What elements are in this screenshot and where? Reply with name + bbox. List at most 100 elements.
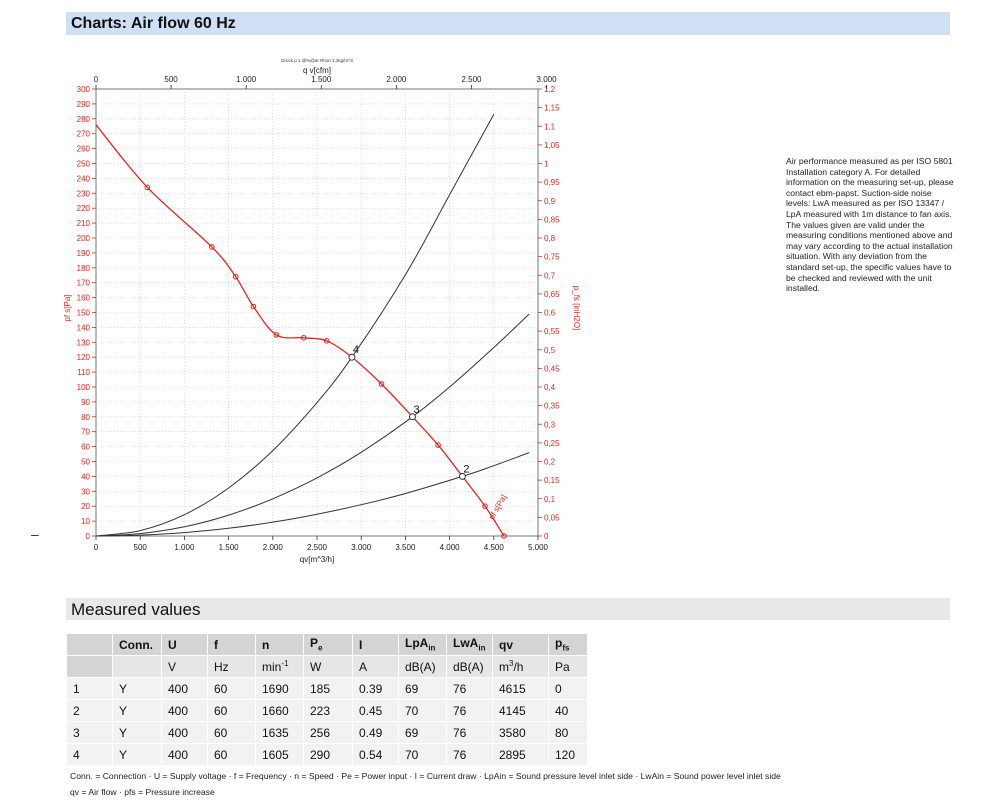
table-cell: 4 [67,744,112,765]
table-cell: Y [113,678,161,699]
operating-point-label: 2 [463,463,469,475]
y-left-tick-label: 250 [77,160,91,169]
table-cell: 4145 [493,700,548,721]
table-cell: 120 [549,744,587,765]
chart-section-title: Charts: Air flow 60 Hz [71,15,236,32]
y-left-tick-label: 230 [77,189,91,198]
operating-point-label: 3 [413,404,419,416]
fan-curve-point [482,503,488,510]
table-cell: 60 [208,700,255,721]
fan-curve-point [232,273,239,280]
stray-dash: – [31,526,39,542]
y-right-tick-label: 0,4 [544,383,556,392]
fan-curve-point [378,381,385,387]
table-cell: 1605 [256,744,303,765]
table-cell: 400 [162,722,207,743]
chart-section-header: Charts: Air flow 60 Hz [66,12,950,35]
y-left-tick-label: 40 [81,472,90,481]
unit-cell: Hz [208,656,255,677]
unit-cell-speed: min-1 [256,656,303,677]
fan-curve-point [209,244,215,250]
table-cell: Y [113,722,161,743]
y-left-tick-label: 160 [77,294,91,303]
table-cell: 76 [447,700,492,721]
y-left-tick-label: 280 [77,115,91,124]
y-right-tick-label: 0,35 [544,402,560,411]
header-cell: Conn. [113,634,161,655]
y-left-tick-label: 220 [77,204,91,213]
table-row: 3 Y 400 60 1635 256 0.49 69 76 3580 80 [67,722,587,743]
table-cell: 1635 [256,722,303,743]
table-cell: 4615 [493,678,548,699]
x-top-tick-label: 2.500 [461,75,482,84]
table-cell: 0.49 [353,722,398,743]
y-right-tick-label: 0,15 [544,476,560,485]
table-cell: 76 [447,722,492,743]
x-bottom-tick-label: 2.500 [307,543,328,552]
table-cell: 1690 [256,678,303,699]
header-cell-pfs: pfs [549,634,587,655]
y-left-tick-label: 140 [77,323,91,332]
air-flow-chart: 0102030405060708090100110120130140150160… [63,58,580,564]
y-left-tick-label: 200 [77,234,91,243]
chart-top-note: Druck p 1 @%@ar Rhon 1,2kg/m^3 [281,58,353,63]
header-cell: U [162,634,207,655]
y-left-tick-label: 240 [77,174,91,183]
operating-point-marker [408,413,416,421]
y-left-tick-label: 20 [81,502,90,511]
fan-curve-point [144,184,151,191]
y-left-tick-label: 60 [81,443,90,452]
y-right-tick-label: 0,95 [544,178,560,187]
y-right-tick-label: 0,8 [544,234,556,243]
y-right-tick-label: 0 [544,532,549,541]
y-right-tick-label: 0,65 [544,290,560,299]
table-cell: 1 [67,678,112,699]
unit-cell: W [304,656,352,677]
table-units-row: V Hz min-1 W A dB(A) dB(A) m3/h Pa [67,656,587,677]
y-right-tick-label: 0,75 [544,253,560,262]
fan-curve-point [501,533,507,539]
header-cell-lwa: LwAin [447,634,492,655]
table-cell: 3580 [493,722,548,743]
fan-curve-point [435,442,441,448]
y-right-tick-label: 0,5 [544,346,556,355]
y-left-tick-label: 290 [77,100,91,109]
y-left-tick-label: 110 [77,368,90,377]
y-right-tick-label: 0,05 [544,513,560,522]
operating-point-label: 4 [353,344,359,356]
x-bottom-tick-label: 1.500 [219,543,240,552]
table-cell: 400 [162,744,207,765]
table-cell: 400 [162,700,207,721]
system-curve-2 [95,452,530,537]
y-left-tick-label: 270 [77,130,91,139]
table-cell: 60 [208,678,255,699]
y-right-tick-label: 0,85 [544,215,560,224]
unit-cell: dB(A) [447,656,492,677]
fan-curve-line [95,124,505,537]
y-left-tick-label: 170 [77,279,91,288]
y-left-tick-label: 0 [86,532,91,541]
y-right-tick-label: 0,2 [544,458,556,467]
measurement-note: Air performance measured as per ISO 5801… [786,156,954,294]
x-top-tick-label: 3.000 [537,75,558,84]
operating-point-marker [348,353,356,361]
measured-values-title: Measured values [71,600,201,619]
y-left-tick-label: 210 [77,219,91,228]
table-row: 2 Y 400 60 1660 223 0.45 70 76 4145 40 [67,700,587,721]
y-left-tick-label: 90 [81,398,90,407]
table-cell: 76 [447,678,492,699]
table-cell: 256 [304,722,352,743]
unit-cell [67,656,112,677]
table-cell: 70 [399,744,446,765]
y-right-tick-label: 0,6 [544,309,556,318]
measured-values-table: Conn. U f n Pe I LpAin LwAin qv pfs V Hz… [66,633,588,766]
table-row: 1 Y 400 60 1690 185 0.39 69 76 4615 0 [67,678,587,699]
table-row: 4 Y 400 60 1605 290 0.54 70 76 2895 120 [67,744,587,765]
table-cell: 69 [399,678,446,699]
y-left-tick-label: 100 [77,383,91,392]
table-header-row: Conn. U f n Pe I LpAin LwAin qv pfs [67,634,587,655]
y-left-tick-label: 10 [81,517,90,526]
table-cell: 69 [399,722,446,743]
y-right-tick-label: 0,55 [544,327,560,336]
unit-cell: dB(A) [399,656,446,677]
